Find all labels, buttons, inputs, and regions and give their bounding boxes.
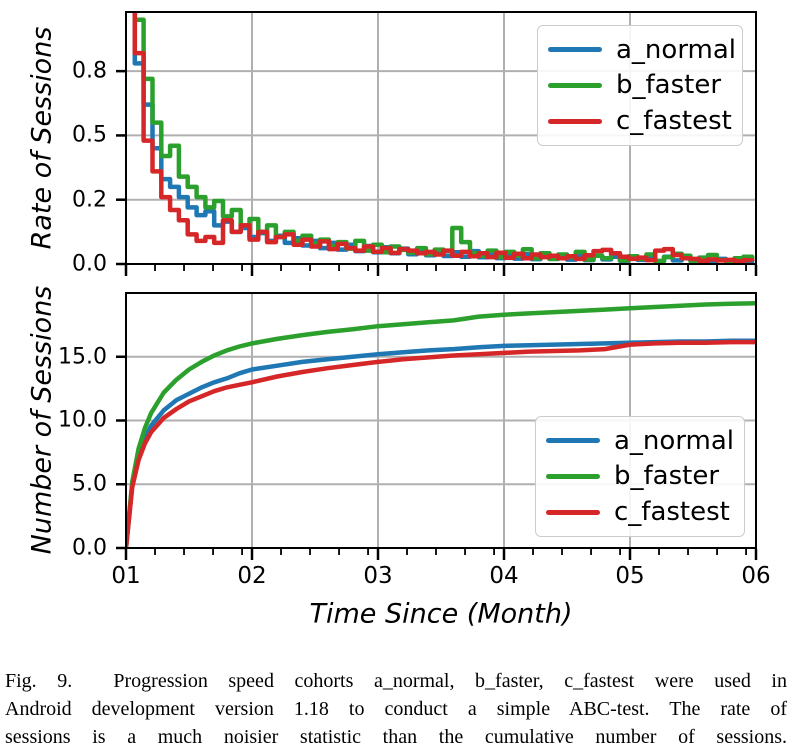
x-tick-label: 05	[615, 563, 645, 589]
y-tick-label: 0.0	[72, 251, 107, 277]
y-tick-label: 5.0	[72, 471, 107, 497]
caption-line: sessions is a much noisier statistic tha…	[5, 726, 787, 748]
legend-cumulative: a_normal b_faster c_fastest	[535, 416, 745, 537]
legend-line-sample	[546, 473, 600, 479]
x-tick-label: 06	[741, 563, 771, 589]
y-tick-label: 0.5	[72, 122, 107, 148]
rate-ticks	[116, 69, 758, 276]
legend-entry: a_normal	[546, 428, 734, 454]
legend-entry: a_normal	[548, 37, 736, 63]
figure-caption: Fig. 9. Progression speed cohorts a_norm…	[5, 667, 787, 751]
legend-entry: b_faster	[548, 72, 732, 98]
caption-line: Fig. 9. Progression speed cohorts a_norm…	[5, 670, 787, 692]
legend-entry: b_faster	[546, 463, 734, 489]
y-tick-label: 0.0	[72, 535, 107, 561]
caption-line: Android development version 1.18 to cond…	[5, 698, 787, 720]
legend-line-sample	[546, 509, 600, 515]
legend-line-sample	[548, 82, 602, 88]
rate-frame	[125, 11, 757, 265]
legend-label: b_faster	[616, 70, 722, 101]
x-tick-label: 04	[489, 563, 519, 589]
legend-line-sample	[548, 118, 602, 124]
cumulative-ticks	[116, 355, 758, 560]
x-tick-label: 01	[111, 563, 141, 589]
legend-label: c_fastest	[614, 497, 730, 528]
legend-label: a_normal	[614, 425, 735, 456]
legend-label: a_normal	[616, 34, 737, 65]
y-tick-label: 15.0	[58, 344, 107, 370]
x-axis-label: Time Since (Month)	[309, 598, 573, 630]
legend-entry: c_fastest	[548, 108, 732, 134]
rate-line-c-fastest	[132, 12, 755, 264]
legend-label: c_fastest	[616, 106, 732, 137]
legend-line-sample	[548, 47, 602, 53]
y-tick-label: 0.8	[72, 58, 107, 84]
legend-label: b_faster	[614, 461, 720, 492]
cumulative-line-b-faster	[126, 300, 756, 548]
cumulative-line-c-fastest	[126, 339, 756, 548]
y-tick-label: 0.2	[72, 187, 107, 213]
x-tick-label: 02	[237, 563, 267, 589]
x-tick-label: 03	[363, 563, 393, 589]
legend-entry: c_fastest	[546, 499, 734, 525]
legend-line-sample	[546, 438, 600, 444]
cumulative-line-a-normal	[126, 338, 756, 548]
y-tick-label: 10.0	[58, 407, 107, 433]
cumulative-frame	[125, 292, 757, 549]
legend-rate: a_normal b_faster c_fastest	[537, 25, 743, 146]
rate-chart	[116, 11, 758, 276]
